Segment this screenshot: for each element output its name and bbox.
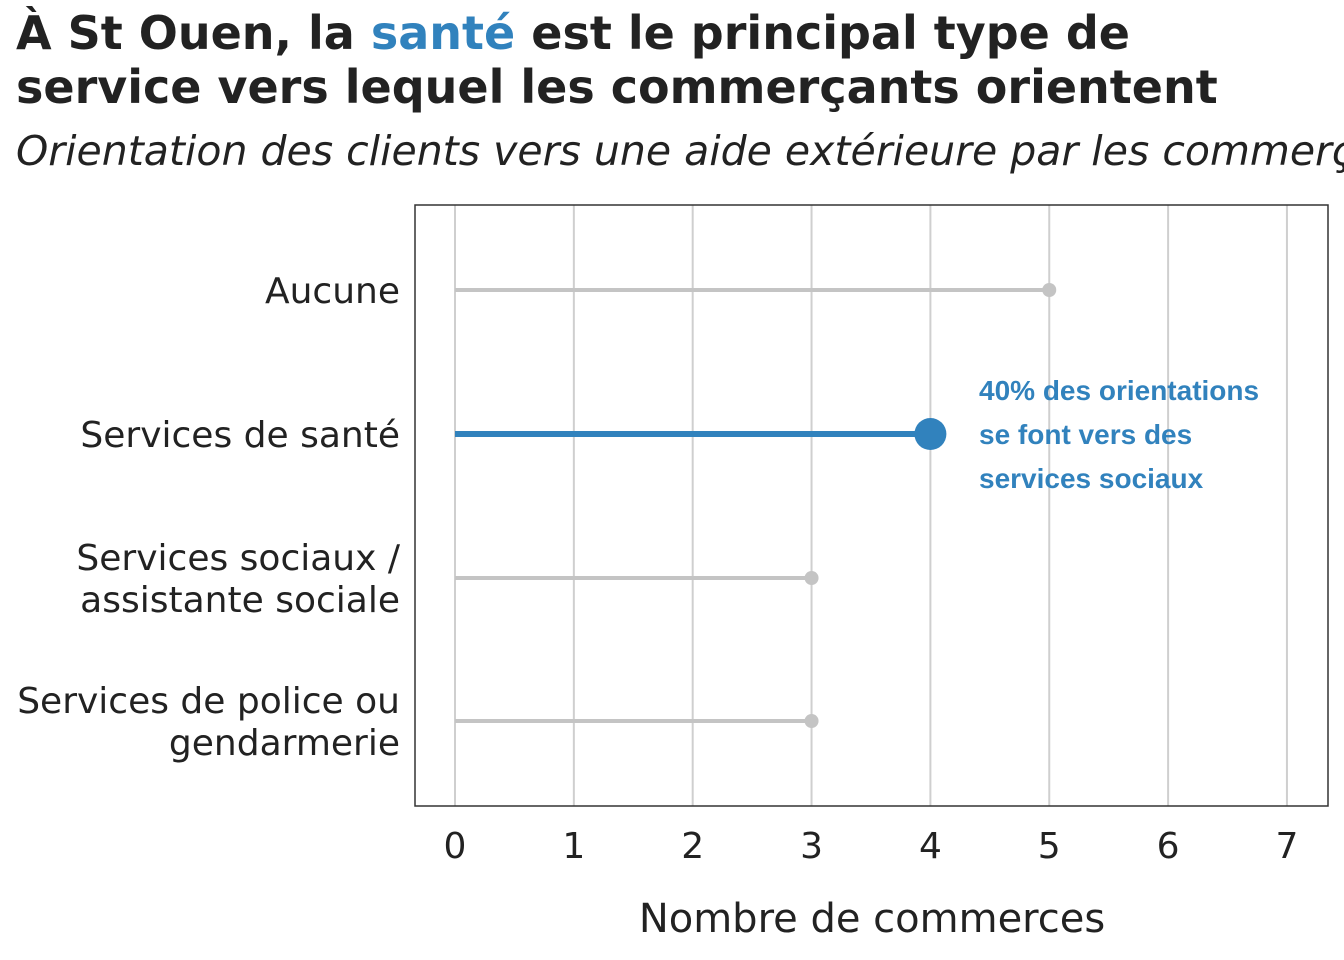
y-category-label-0: Aucune: [265, 271, 400, 312]
lollipop-dot-0: [1042, 283, 1057, 297]
y-category-label-3-line-1: gendarmerie: [169, 723, 400, 764]
x-tick-label-6: 6: [1157, 826, 1180, 867]
x-tick-label-0: 0: [444, 826, 467, 867]
x-tick-label-2: 2: [681, 826, 704, 867]
x-tick-label-5: 5: [1038, 826, 1061, 867]
x-tick-label-7: 7: [1275, 826, 1298, 867]
y-category-label-2-line-1: assistante sociale: [80, 580, 400, 621]
annotation-line-2: services sociaux: [979, 463, 1204, 494]
chart-title: À St Ouen, la santé est le principal typ…: [16, 6, 1336, 114]
lollipop-dot-3: [804, 714, 819, 728]
x-tick-label-3: 3: [800, 826, 823, 867]
title-line1-post: est le principal type de: [515, 6, 1130, 60]
y-category-label-1: Services de santé: [80, 415, 400, 456]
chart-subtitle: Orientation des clients vers une aide ex…: [16, 127, 1344, 175]
x-axis-title: Nombre de commerces: [639, 896, 1105, 942]
y-category-label-3-line-0: Services de police ou: [17, 681, 400, 722]
title-line2: service vers lequel les commerçants orie…: [16, 60, 1218, 114]
x-tick-label-4: 4: [919, 826, 942, 867]
y-category-label-2-line-0: Services sociaux /: [76, 538, 400, 579]
annotation-line-1: se font vers des: [979, 419, 1192, 450]
title-line1-pre: À St Ouen, la: [16, 6, 371, 60]
title-highlight: santé: [370, 6, 516, 60]
annotation-line-0: 40% des orientations: [979, 375, 1259, 406]
x-tick-label-1: 1: [562, 826, 585, 867]
plot-panel-border: [414, 204, 1329, 807]
lollipop-dot-2: [804, 571, 819, 585]
lollipop-dot-1: [914, 418, 947, 450]
